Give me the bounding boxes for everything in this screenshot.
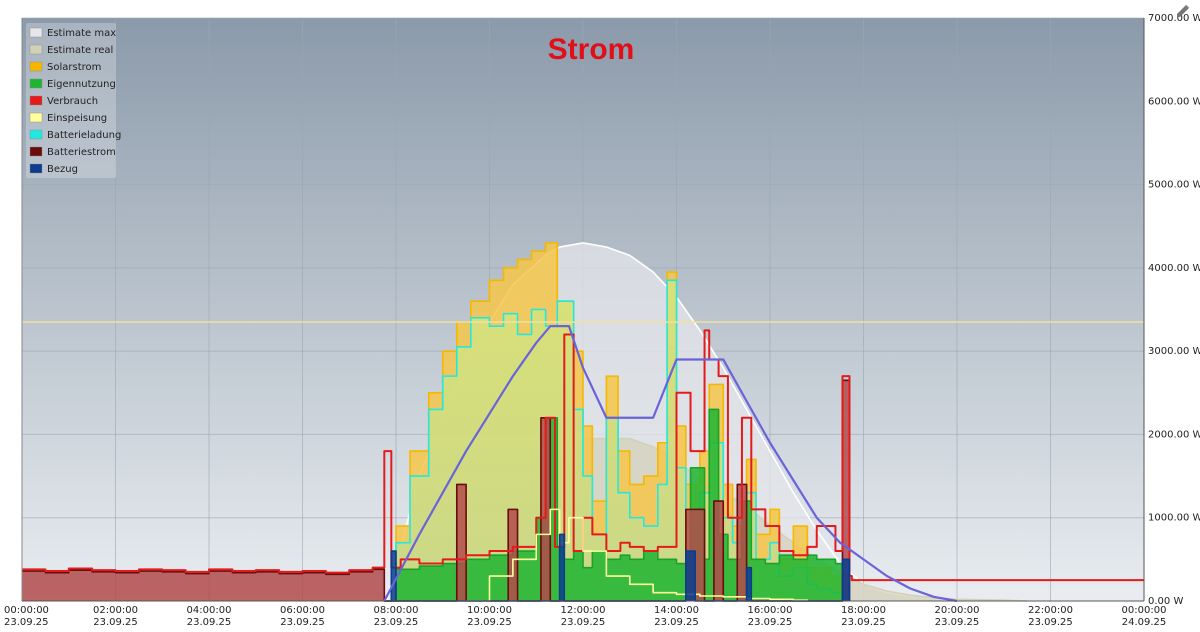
x-tick-date: 23.09.25 (1028, 617, 1073, 628)
x-tick-date: 23.09.25 (935, 617, 980, 628)
x-tick-time: 00:00:00 (4, 605, 49, 616)
x-tick-time: 20:00:00 (935, 605, 980, 616)
legend-swatch (29, 44, 43, 55)
y-tick-label: 1000.00 W (1148, 513, 1200, 524)
legend-swatch (29, 129, 43, 140)
y-tick-label: 0.00 W (1148, 596, 1183, 607)
x-tick-date: 23.09.25 (561, 617, 606, 628)
x-tick-date: 23.09.25 (374, 617, 419, 628)
series-area-batteriestrom (22, 380, 850, 601)
legend: Estimate max Estimate real Solarstrom Eigen… (26, 23, 121, 178)
legend-background (26, 23, 116, 178)
legend-label: Batterieladung (47, 130, 121, 141)
series-line-einspeisung (466, 508, 809, 602)
x-tick-date: 23.09.25 (841, 617, 886, 628)
x-tick-time: 08:00:00 (374, 605, 419, 616)
series-area-batterieladung (384, 280, 843, 601)
y-tick-label: 4000.00 W (1148, 263, 1200, 274)
legend-swatch (29, 27, 43, 38)
legend-swatch (29, 78, 43, 89)
x-tick-date: 23.09.25 (467, 617, 512, 628)
legend-label: Estimate real (47, 45, 113, 56)
x-tick-date: 23.09.25 (748, 617, 793, 628)
chart-title: Strom (548, 33, 635, 66)
y-tick-label: 6000.00 W (1148, 96, 1200, 107)
x-tick-date: 23.09.25 (187, 617, 232, 628)
legend-label: Eigennutzung (47, 79, 116, 90)
legend-label: Verbrauch (47, 96, 98, 107)
legend-label: Einspeisung (47, 113, 107, 124)
x-tick-time: 10:00:00 (467, 605, 512, 616)
series-layer (22, 242, 1144, 602)
legend-swatch (29, 146, 43, 157)
x-tick-time: 12:00:00 (561, 605, 606, 616)
axis-layer: 00:00:0023.09.2502:00:0023.09.2504:00:00… (4, 13, 1200, 628)
legend-swatch (29, 163, 43, 174)
x-tick-date: 24.09.25 (1122, 617, 1167, 628)
x-tick-time: 22:00:00 (1028, 605, 1073, 616)
x-tick-time: 18:00:00 (841, 605, 886, 616)
legend-swatch (29, 112, 43, 123)
overlay-layer (22, 321, 1144, 603)
legend-label: Solarstrom (47, 62, 101, 73)
x-tick-date: 23.09.25 (654, 617, 699, 628)
y-tick-label: 5000.00 W (1148, 180, 1200, 191)
overlay-line (383, 325, 958, 603)
legend-label: Bezug (47, 164, 78, 175)
x-tick-date: 23.09.25 (280, 617, 325, 628)
x-tick-time: 06:00:00 (280, 605, 325, 616)
x-tick-date: 23.09.25 (4, 617, 49, 628)
x-tick-time: 04:00:00 (187, 605, 232, 616)
x-tick-time: 00:00:00 (1122, 605, 1167, 616)
x-tick-time: 14:00:00 (654, 605, 699, 616)
legend-label: Batteriestrom (47, 147, 116, 158)
series-line-batterieladung (384, 279, 844, 602)
y-tick-label: 2000.00 W (1148, 429, 1200, 440)
x-tick-time: 16:00:00 (748, 605, 793, 616)
series-line-solarstrom (384, 242, 848, 602)
series-line-batteriestrom (22, 379, 851, 602)
x-tick-time: 02:00:00 (93, 605, 138, 616)
legend-swatch (29, 95, 43, 106)
y-tick-label: 3000.00 W (1148, 346, 1200, 357)
legend-swatch (29, 61, 43, 72)
y-tick-label: 7000.00 W (1148, 13, 1200, 24)
edit-pencil-icon[interactable] (1174, 2, 1192, 20)
x-tick-date: 23.09.25 (93, 617, 138, 628)
legend-label: Estimate max (47, 28, 116, 39)
